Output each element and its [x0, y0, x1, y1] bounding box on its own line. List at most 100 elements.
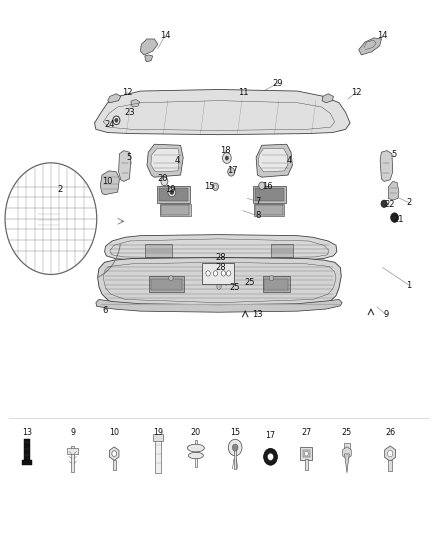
Text: 10: 10 [109, 427, 119, 437]
Circle shape [232, 444, 238, 451]
Text: 8: 8 [256, 212, 261, 221]
Polygon shape [380, 151, 393, 181]
Text: 29: 29 [273, 78, 283, 87]
Polygon shape [35, 208, 61, 229]
Text: 24: 24 [105, 119, 115, 128]
Polygon shape [385, 446, 396, 461]
Text: 17: 17 [227, 166, 237, 175]
Circle shape [161, 177, 168, 185]
Text: 2: 2 [57, 185, 62, 194]
Ellipse shape [187, 444, 205, 452]
Text: 5: 5 [127, 153, 132, 162]
Polygon shape [119, 151, 131, 181]
Bar [151, 279, 182, 290]
Text: 4: 4 [286, 156, 291, 165]
Text: 4: 4 [175, 156, 180, 165]
Text: 10: 10 [102, 177, 113, 186]
Bar [253, 185, 286, 203]
Text: 28: 28 [215, 263, 226, 272]
Text: 14: 14 [159, 31, 170, 41]
Polygon shape [359, 38, 381, 55]
Bar [71, 447, 74, 472]
Circle shape [388, 450, 393, 457]
Circle shape [304, 451, 308, 456]
Polygon shape [322, 94, 333, 103]
Polygon shape [98, 257, 341, 308]
Circle shape [259, 182, 265, 189]
Text: 12: 12 [122, 87, 133, 96]
Polygon shape [108, 94, 121, 103]
Circle shape [217, 276, 221, 281]
Text: 13: 13 [22, 427, 32, 437]
Circle shape [206, 271, 210, 276]
Bar [159, 188, 188, 201]
Text: 22: 22 [384, 200, 395, 209]
Text: 25: 25 [342, 427, 352, 437]
Bar [305, 459, 308, 470]
Circle shape [213, 271, 218, 276]
Bar [157, 185, 190, 203]
Text: 16: 16 [263, 182, 273, 191]
Text: 9: 9 [70, 427, 75, 437]
Bar [67, 448, 78, 455]
Text: 25: 25 [229, 283, 240, 292]
Text: 19: 19 [165, 185, 175, 194]
Text: 20: 20 [157, 174, 167, 183]
Polygon shape [95, 90, 350, 135]
Polygon shape [131, 100, 140, 107]
Bar [265, 279, 288, 290]
Polygon shape [258, 149, 288, 172]
Text: 6: 6 [103, 305, 108, 314]
Circle shape [214, 185, 217, 188]
Bar [263, 276, 290, 292]
Polygon shape [145, 55, 152, 62]
Text: 26: 26 [385, 427, 395, 437]
Bar [22, 461, 32, 465]
Text: 19: 19 [153, 427, 163, 437]
Circle shape [381, 200, 387, 207]
Ellipse shape [268, 453, 273, 461]
Polygon shape [256, 144, 292, 177]
Bar [202, 263, 234, 284]
Text: 23: 23 [124, 108, 135, 117]
Text: 15: 15 [205, 182, 215, 191]
Polygon shape [68, 181, 77, 200]
Bar [113, 459, 116, 471]
Text: 27: 27 [301, 427, 311, 437]
Text: 25: 25 [244, 278, 255, 287]
Bar [24, 439, 30, 462]
Polygon shape [343, 447, 351, 459]
Polygon shape [389, 181, 399, 200]
Bar [160, 204, 191, 216]
Bar [303, 450, 310, 457]
Circle shape [221, 271, 226, 276]
Bar [155, 438, 161, 473]
Circle shape [115, 118, 118, 123]
Polygon shape [147, 144, 183, 177]
Polygon shape [141, 39, 158, 55]
Circle shape [112, 451, 117, 456]
Text: 13: 13 [252, 310, 263, 319]
Bar [300, 447, 312, 460]
Ellipse shape [264, 448, 277, 465]
Bar [145, 244, 172, 257]
Circle shape [5, 163, 97, 274]
Circle shape [228, 439, 242, 456]
Bar [161, 205, 189, 215]
Bar [255, 205, 283, 215]
Ellipse shape [188, 453, 203, 459]
Text: 1: 1 [406, 280, 412, 289]
Circle shape [225, 156, 229, 160]
Bar [152, 434, 163, 441]
Circle shape [212, 183, 219, 190]
Circle shape [168, 187, 176, 197]
Circle shape [228, 167, 235, 176]
Text: 5: 5 [391, 150, 396, 159]
Polygon shape [105, 235, 337, 261]
Circle shape [170, 190, 173, 194]
Circle shape [169, 276, 173, 281]
Circle shape [223, 153, 231, 164]
Circle shape [226, 271, 231, 276]
Text: 2: 2 [406, 198, 412, 207]
Bar [272, 244, 293, 257]
